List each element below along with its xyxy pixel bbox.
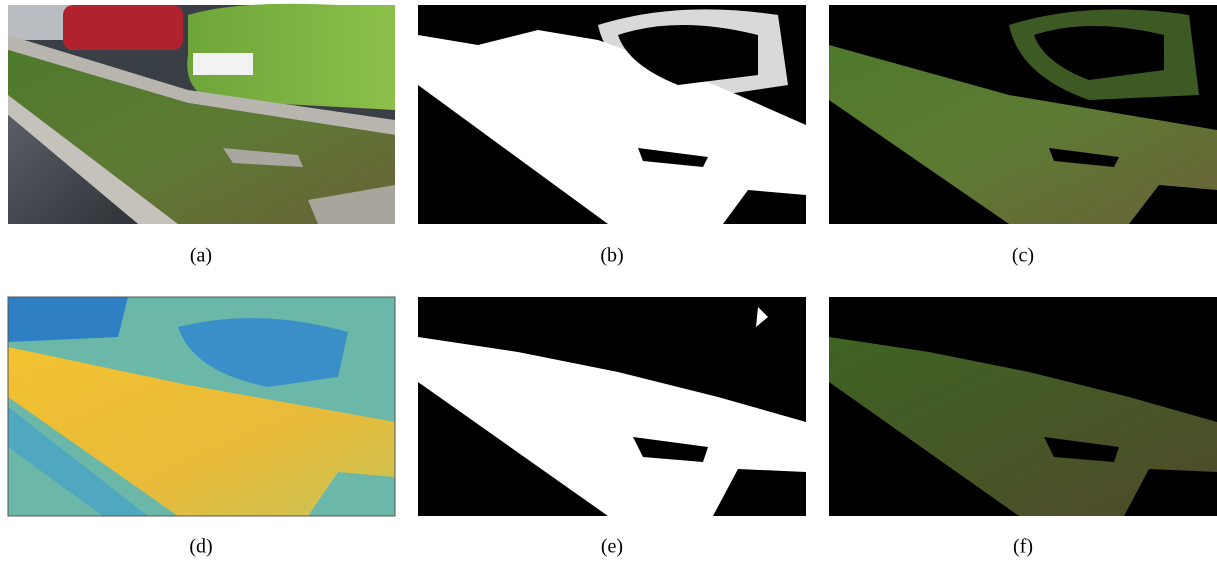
caption: (b): [600, 245, 623, 267]
final-grass: [829, 337, 1217, 516]
mask-hole: [618, 25, 758, 85]
masked-stone: [1049, 148, 1119, 167]
panel-f: [829, 297, 1217, 516]
heat-curb: [8, 407, 148, 516]
heat-frame: [7, 296, 396, 517]
masked-grass: [829, 45, 1217, 224]
mask-stone: [638, 148, 708, 167]
caption: (d): [189, 536, 212, 558]
panel-b: [418, 5, 806, 224]
panel-a: [8, 3, 395, 224]
panel-c: [829, 5, 1217, 224]
curb-top: [8, 35, 395, 135]
caption: (c): [1012, 245, 1034, 267]
final-hole: [1044, 437, 1119, 462]
license-plate: [193, 53, 253, 75]
refined-hole: [633, 437, 708, 462]
car-red: [63, 5, 183, 50]
road: [8, 115, 138, 224]
heat-car: [178, 318, 348, 387]
caption: (e): [601, 536, 623, 558]
panel-e: [418, 297, 806, 516]
caption: (a): [190, 245, 212, 267]
masked-hole: [1034, 26, 1164, 80]
car-green: [187, 3, 395, 110]
refined-speck: [756, 307, 768, 327]
heat-cold: [8, 297, 128, 342]
mask-foreground: [418, 30, 806, 224]
panel-d: [7, 296, 396, 517]
refined-foreground: [418, 337, 806, 516]
grass: [8, 50, 395, 224]
stone: [223, 148, 303, 167]
heat-grass: [8, 347, 395, 516]
sidewalk: [308, 185, 395, 224]
caption: (f): [1013, 536, 1033, 558]
curb: [8, 95, 178, 224]
